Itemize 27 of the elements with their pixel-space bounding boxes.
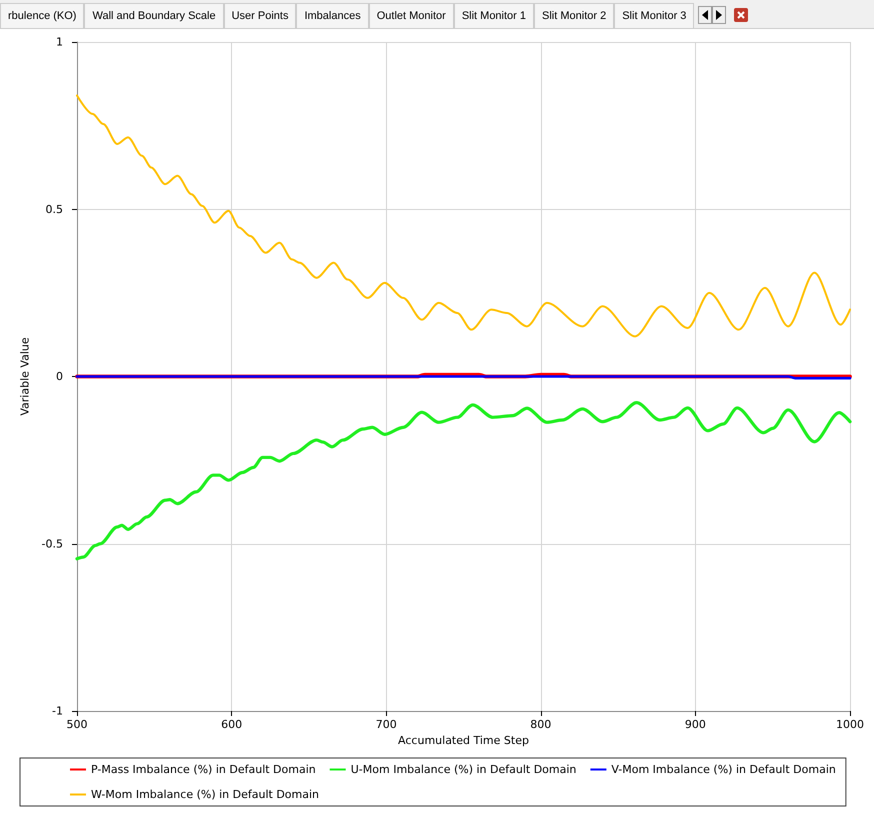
y-tick-label: 0: [56, 370, 63, 383]
text: User Points: [224, 3, 296, 28]
x-axis-title: Accumulated Time Step: [398, 734, 529, 747]
text: Slit Monitor 2: [534, 3, 614, 28]
text: Imbalances: [296, 3, 369, 28]
line-series: [75, 400, 852, 560]
y-axis-title: Variable Value: [18, 337, 32, 416]
text: Wall and Boundary Scale: [84, 3, 224, 28]
x-tick-label: 700: [376, 718, 397, 731]
legend-label: W-Mom Imbalance (%) in Default Domain: [91, 788, 320, 801]
x-tick-label: 800: [530, 718, 552, 731]
text: Slit Monitor 3: [614, 3, 694, 28]
y-tick-label: 0.5: [46, 202, 63, 216]
x-tick-label: 500: [66, 718, 88, 731]
text: Slit Monitor 1: [454, 3, 534, 28]
x-tick-label: 600: [221, 718, 242, 731]
y-tick-label: -0.5: [42, 537, 63, 550]
legend-label: U-Mom Imbalance (%) in Default Domain: [350, 763, 576, 776]
y-tick-label: -1: [52, 704, 63, 718]
legend-label: V-Mom Imbalance (%) in Default Domain: [611, 763, 836, 776]
y-tick-label: 1: [56, 36, 63, 48]
x-tick-label: 900: [684, 718, 706, 731]
text: Outlet Monitor: [368, 3, 454, 28]
x-tick-label: 1000: [836, 718, 864, 731]
line-series: [76, 94, 851, 338]
text: rbulence (KO): [0, 3, 84, 28]
legend-label: P-Mass Imbalance (%) in Default Domain: [91, 763, 316, 776]
